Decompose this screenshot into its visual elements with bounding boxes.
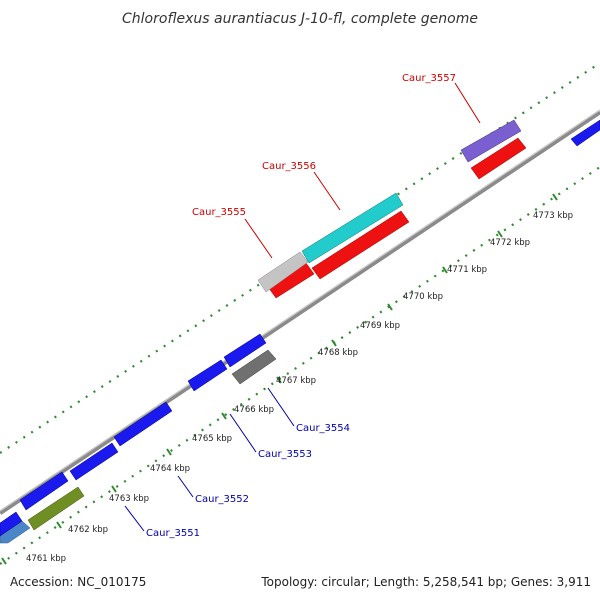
kbp-label: 4766 kbp (234, 405, 274, 415)
gene-block[interactable] (187, 359, 228, 392)
gene-block[interactable] (113, 401, 173, 447)
gene-label-caur-3555[interactable]: Caur_3555 (192, 207, 246, 218)
kbp-label: 4770 kbp (403, 292, 443, 302)
kbp-major-ticks (1, 193, 558, 565)
gene-label-caur-3551[interactable]: Caur_3551 (146, 528, 200, 539)
gene-block[interactable] (223, 333, 267, 368)
kbp-label: 4764 kbp (150, 464, 190, 474)
kbp-label: 4773 kbp (533, 211, 573, 221)
genome-backbone (0, 110, 600, 515)
kbp-label: 4767 kbp (276, 376, 316, 386)
accession-text: Accession: NC_010175 (10, 575, 146, 589)
kbp-label: 4772 kbp (490, 238, 530, 248)
gene-block[interactable] (311, 210, 410, 280)
gene-label-caur-3552[interactable]: Caur_3552 (195, 494, 249, 505)
gene-block[interactable] (69, 442, 119, 481)
gene-block[interactable] (19, 471, 69, 511)
backbone-highlight (0, 109, 600, 512)
kbp-label: 4761 kbp (26, 554, 66, 564)
kbp-label: 4762 kbp (68, 525, 108, 535)
map-title: Chloroflexus aurantiacus J-10-fl, comple… (122, 11, 478, 27)
gene-block[interactable] (0, 511, 23, 537)
kbp-label: 4768 kbp (318, 348, 358, 358)
gene-labels: Caur_3551 Caur_3552 Caur_3553 Caur_3554 … (146, 73, 456, 539)
genome-stats-text: Topology: circular; Length: 5,258,541 bp… (260, 575, 591, 589)
gene-block[interactable] (231, 349, 277, 385)
kbp-labels: 4761 kbp 4762 kbp 4763 kbp 4764 kbp 4765… (26, 211, 573, 564)
gene-leader-lines (124, 82, 481, 532)
gene-block[interactable] (27, 486, 85, 531)
gene-block[interactable] (570, 119, 600, 147)
gene-label-caur-3557[interactable]: Caur_3557 (402, 73, 456, 84)
inner-tick-track (0, 166, 600, 565)
gene-blocks (0, 119, 600, 544)
gene-block[interactable] (257, 251, 309, 293)
kbp-label: 4769 kbp (360, 321, 400, 331)
gene-label-caur-3554[interactable]: Caur_3554 (296, 423, 350, 434)
gene-label-caur-3556[interactable]: Caur_3556 (262, 161, 316, 172)
kbp-label: 4771 kbp (447, 265, 487, 275)
gene-block[interactable] (301, 192, 404, 264)
gene-block[interactable] (460, 119, 522, 163)
kbp-label: 4763 kbp (109, 494, 149, 504)
kbp-label: 4765 kbp (192, 434, 232, 444)
gene-block[interactable] (470, 137, 527, 180)
gene-label-caur-3553[interactable]: Caur_3553 (258, 449, 312, 460)
